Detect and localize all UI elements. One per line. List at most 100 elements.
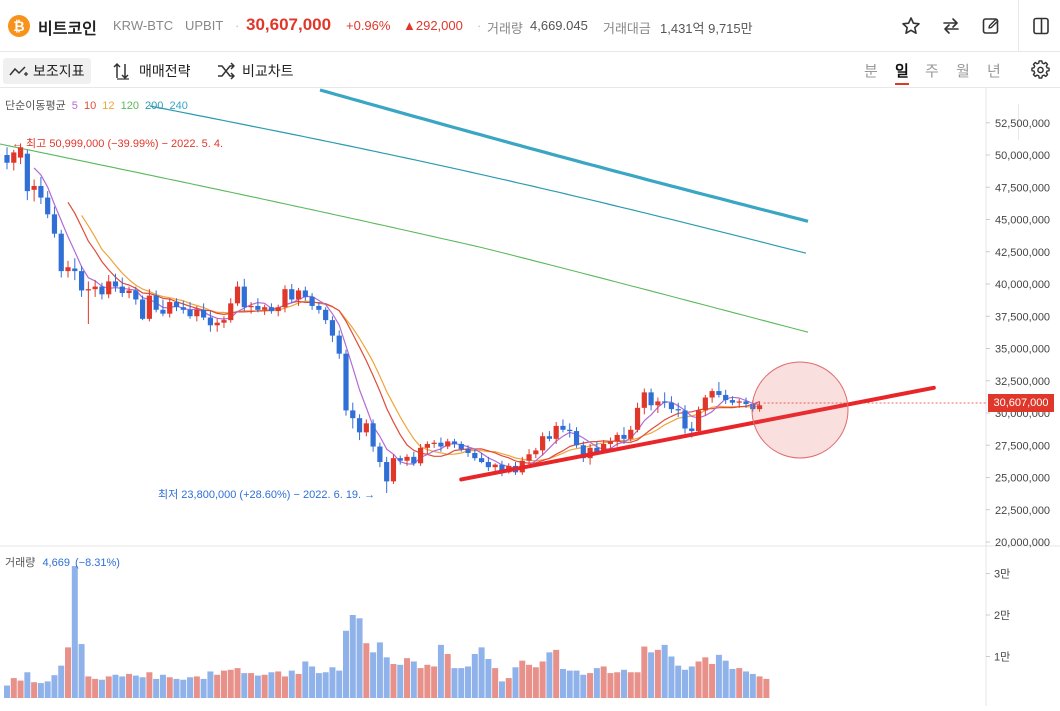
- candle-body: [675, 409, 681, 411]
- volume-bar: [126, 673, 133, 698]
- price-chart-canvas[interactable]: 52,500,000 50,000,000 47,500,000 45,000,000…: [0, 88, 1060, 706]
- candle-body: [540, 436, 546, 451]
- candle-body: [194, 309, 200, 317]
- current-price: 30,607,000: [246, 15, 332, 34]
- price-axis-label: 22,500,000: [995, 505, 1050, 517]
- volume-bar: [302, 661, 309, 698]
- candle-body: [709, 391, 715, 398]
- volume-bar: [695, 661, 702, 698]
- candle-body: [716, 391, 722, 395]
- volume-bar: [153, 678, 160, 698]
- volume-bar: [485, 658, 492, 698]
- candle-body: [112, 281, 119, 287]
- candle-body: [65, 267, 71, 272]
- candle-body: [58, 233, 64, 272]
- period-day[interactable]: 일: [895, 63, 909, 80]
- trade-value-label: 거래대금: [603, 21, 651, 36]
- gear-icon[interactable]: [1029, 58, 1053, 82]
- volume-bar: [268, 672, 275, 698]
- exchange-name: UPBIT: [185, 18, 224, 33]
- volume-bar: [254, 675, 261, 698]
- volume-bar: [220, 670, 227, 698]
- volume-bar: [417, 668, 424, 698]
- price-axis-label: 37,500,000: [995, 311, 1050, 323]
- ma240-line: [319, 88, 809, 223]
- candle-body: [533, 450, 539, 455]
- volume-bar: [668, 656, 675, 698]
- volume-bar: [505, 678, 512, 698]
- candle-body: [31, 185, 37, 190]
- ma120-label: 120: [120, 100, 139, 112]
- volume-legend-value: 4,669: [42, 557, 70, 569]
- candle-body: [133, 290, 139, 300]
- volume-bar: [478, 647, 485, 698]
- candle-body: [214, 322, 220, 326]
- candle-body: [24, 153, 30, 192]
- indicator-button[interactable]: 보조지표: [3, 58, 91, 84]
- price-axis-label: 45,000,000: [995, 215, 1050, 227]
- volume-bar: [51, 675, 58, 698]
- current-price-tag: 30,607,000: [988, 394, 1054, 412]
- period-week[interactable]: 주: [925, 63, 939, 80]
- volume-bar: [44, 681, 51, 698]
- candle-body: [438, 442, 444, 447]
- volume-bar: [92, 678, 99, 698]
- volume-bar: [688, 666, 695, 698]
- candle-body: [160, 309, 166, 314]
- strategy-button[interactable]: 매매전략: [112, 58, 191, 84]
- volume-bar: [187, 677, 194, 698]
- volume-bar: [105, 676, 112, 698]
- volume-bar: [580, 674, 587, 698]
- volume-bar: [675, 665, 682, 698]
- ma200-label: 200: [145, 100, 164, 112]
- period-month[interactable]: 월: [956, 63, 970, 80]
- candle-body: [180, 307, 186, 310]
- ma10-line: [67, 201, 760, 464]
- ma240-label: 240: [169, 100, 188, 112]
- candle-body: [594, 447, 600, 452]
- candle-body: [78, 271, 85, 291]
- ma12-label: 12: [102, 100, 115, 112]
- volume-bar: [682, 669, 688, 698]
- edit-icon[interactable]: [979, 14, 1003, 38]
- volume-bar: [559, 668, 566, 698]
- chart-area[interactable]: 52,500,000 50,000,000 47,500,000 45,000,000…: [0, 88, 1060, 706]
- candle-body: [614, 434, 620, 442]
- candle-body: [350, 410, 356, 419]
- volume-bar: [661, 644, 668, 698]
- volume-bar: [207, 671, 214, 698]
- volume-bar: [261, 674, 268, 698]
- volume-bar: [37, 683, 44, 698]
- volume-bar: [166, 677, 173, 698]
- volume-bar: [78, 644, 85, 698]
- volume-bar: [729, 668, 736, 698]
- volume-bar: [607, 673, 614, 698]
- period-minute[interactable]: 분: [864, 63, 878, 80]
- compare-button[interactable]: 비교차트: [216, 58, 294, 84]
- candle-body: [445, 441, 451, 447]
- volume-bar: [546, 652, 553, 698]
- candle-body: [729, 400, 736, 403]
- volume-bar: [65, 647, 72, 698]
- high-price-annotation: ← 최고 50,999,000 (−39.99%) − 2022. 5. 4.: [12, 138, 224, 150]
- star-icon[interactable]: [899, 14, 923, 38]
- candle-body: [4, 155, 10, 163]
- volume-bar: [356, 618, 363, 698]
- candle-body: [736, 401, 742, 403]
- candle-body: [228, 303, 234, 321]
- volume-bar: [159, 674, 166, 698]
- layout-icon[interactable]: [1029, 14, 1053, 38]
- candle-body: [526, 454, 532, 461]
- volume-bar: [281, 676, 288, 698]
- candle-body: [580, 445, 586, 459]
- volume-bar: [241, 673, 248, 698]
- candle-body: [479, 458, 485, 463]
- candle-body: [201, 309, 207, 318]
- period-year[interactable]: 년: [987, 63, 1001, 80]
- price-axis-label: 25,000,000: [995, 473, 1050, 485]
- swap-icon[interactable]: [939, 14, 963, 38]
- volume-bar: [763, 678, 770, 698]
- candle-body: [11, 152, 17, 163]
- volume-bar: [722, 660, 729, 698]
- volume-bar: [132, 675, 139, 698]
